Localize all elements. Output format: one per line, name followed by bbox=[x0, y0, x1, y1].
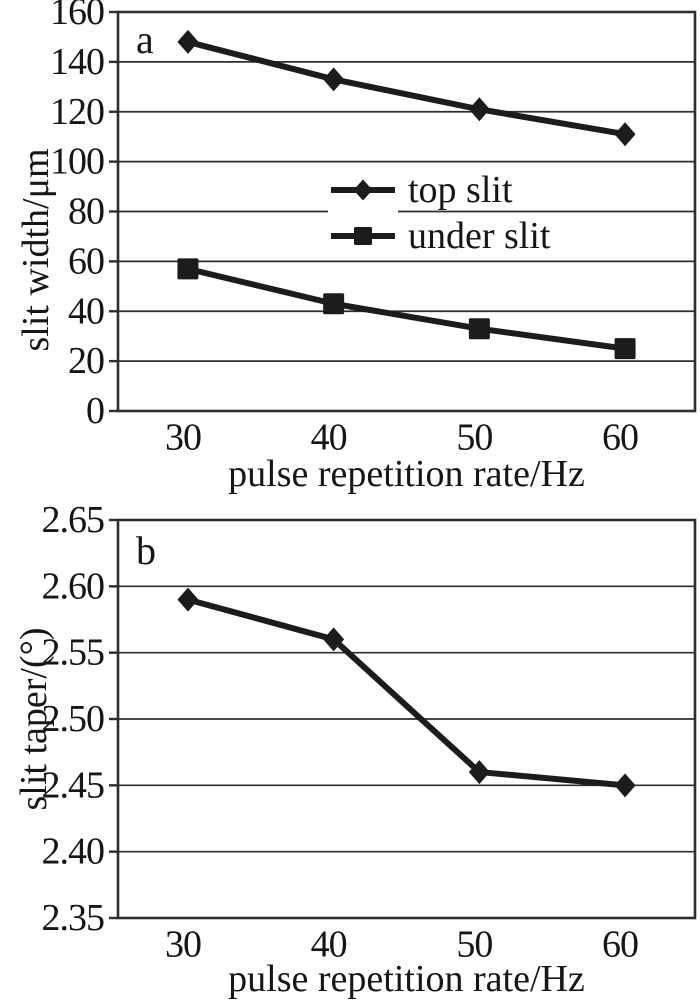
panel-a-x-axis-title: pulse repetition rate/Hz bbox=[228, 453, 585, 495]
y-tick-label: 80 bbox=[68, 191, 104, 233]
panel-b-letter: b bbox=[136, 528, 156, 573]
x-tick-label: 40 bbox=[311, 416, 347, 458]
legend-label-top-slit: top slit bbox=[408, 169, 513, 211]
panel-b-chart: 2.65 2.60 2.55 2.50 2.45 2.40 2.35 30 40 50 60 bbox=[42, 499, 697, 965]
y-tick-label: 2.60 bbox=[42, 565, 105, 607]
top-slit-line-diamond-icon bbox=[328, 167, 398, 213]
data-point-under-slit bbox=[323, 293, 345, 315]
data-point-top-slit bbox=[177, 29, 199, 54]
data-point-slit-taper bbox=[177, 587, 199, 612]
under-slit-line-square-icon bbox=[328, 213, 398, 259]
legend-item-top-slit: top slit bbox=[328, 167, 550, 213]
x-tick-label: 40 bbox=[311, 923, 347, 965]
y-tick-label: 160 bbox=[50, 0, 104, 33]
panel-a-letter: a bbox=[136, 17, 154, 62]
data-point-slit-taper bbox=[323, 627, 345, 652]
y-tick-label: 120 bbox=[50, 91, 104, 133]
y-tick-label: 2.55 bbox=[42, 632, 105, 674]
x-tick-label: 30 bbox=[165, 416, 201, 458]
panel-a-chart: 160 140 120 100 80 60 40 20 0 30 40 50 60 bbox=[50, 0, 697, 458]
y-tick-label: 40 bbox=[68, 290, 104, 332]
panel-b-x-axis-title: pulse repetition rate/Hz bbox=[228, 958, 585, 1000]
y-tick-label: 20 bbox=[68, 340, 104, 382]
series-line-top-slit bbox=[184, 38, 629, 138]
panel-a-y-axis-title: slit width/μm bbox=[15, 148, 57, 352]
y-tick-label: 2.35 bbox=[42, 897, 105, 939]
legend-label-under-slit: under slit bbox=[408, 215, 551, 257]
plot-border bbox=[116, 518, 697, 920]
data-point-under-slit bbox=[177, 258, 199, 280]
x-tick-label: 50 bbox=[456, 923, 492, 965]
x-tick-label: 60 bbox=[602, 923, 638, 965]
legend-item-under-slit: under slit bbox=[328, 213, 550, 259]
legend: top slit under slit bbox=[328, 167, 550, 259]
x-tick-label: 50 bbox=[456, 416, 492, 458]
y-tick-label: 2.50 bbox=[42, 698, 105, 740]
y-tick-label: 2.45 bbox=[42, 764, 105, 806]
plot-border bbox=[116, 10, 697, 413]
y-tick-label: 2.40 bbox=[42, 831, 105, 873]
data-point-slit-taper bbox=[468, 760, 490, 785]
panel-b-y-axis-title: slit taper/(°) bbox=[13, 627, 55, 811]
y-tick-label: 140 bbox=[50, 41, 104, 83]
y-tick-label: 100 bbox=[50, 141, 104, 183]
data-point-under-slit bbox=[614, 338, 636, 360]
x-tick-label: 60 bbox=[602, 416, 638, 458]
data-point-top-slit bbox=[614, 122, 636, 147]
x-tick-label: 30 bbox=[165, 923, 201, 965]
data-point-under-slit bbox=[468, 318, 490, 340]
data-point-top-slit bbox=[468, 97, 490, 122]
y-tick-label: 2.65 bbox=[42, 499, 105, 541]
y-tick-label: 60 bbox=[68, 240, 104, 282]
series-line-under-slit bbox=[184, 265, 629, 352]
series-line-slit-taper bbox=[184, 596, 629, 789]
y-tick-label: 0 bbox=[86, 390, 104, 432]
data-point-top-slit bbox=[323, 67, 345, 92]
data-point-slit-taper bbox=[614, 773, 636, 798]
